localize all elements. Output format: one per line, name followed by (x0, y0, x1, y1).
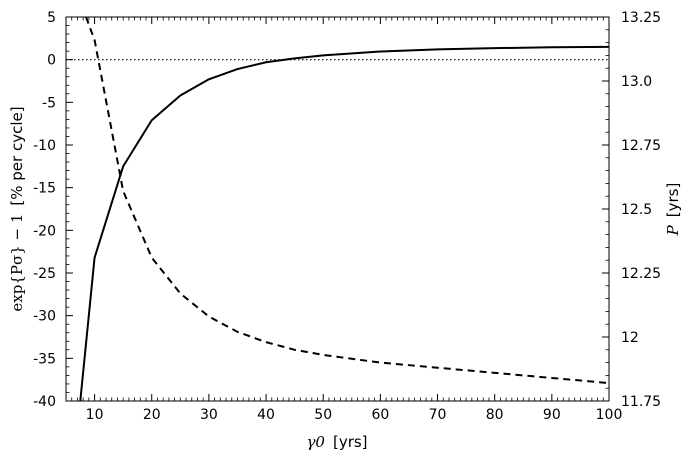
series-growth-solid-line (79, 45, 610, 402)
y-right-tick-label: 13.0 (621, 74, 652, 90)
y-left-tick-label: -35 (33, 351, 56, 367)
y-axis-right-label: P [yrs] (664, 183, 682, 237)
y-left-tick-label: -10 (33, 138, 56, 154)
plot-frame (65, 16, 610, 402)
y-left-tick-label: 5 (47, 10, 56, 26)
x-tick-label: 70 (429, 407, 447, 423)
x-axis-label: γ0 [yrs] (306, 433, 367, 451)
y-left-tick-label: -40 (33, 394, 56, 410)
x-tick-label: 50 (314, 407, 332, 423)
x-tick-label: 80 (486, 407, 504, 423)
y-left-tick-label: -5 (42, 95, 56, 111)
y-left-tick-label: -25 (33, 266, 56, 282)
x-tick-label: 10 (86, 407, 104, 423)
y-right-tick-label: 12.25 (621, 266, 661, 282)
y-left-tick-label: -15 (33, 181, 56, 197)
x-tick-label: 30 (200, 407, 218, 423)
y-left-tick-label: -20 (33, 223, 56, 239)
y-right-tick-label: 13.25 (621, 10, 661, 26)
x-tick-label: 60 (371, 407, 389, 423)
y-right-tick-label: 11.75 (621, 394, 661, 410)
y-axis-left-label: exp{Pσ} − 1 [% per cycle] (8, 106, 26, 311)
x-tick-label: 100 (596, 407, 623, 423)
x-tick-label: 20 (143, 407, 161, 423)
y-right-tick-label: 12.5 (621, 202, 652, 218)
y-right-tick-label: 12.75 (621, 138, 661, 154)
y-right-tick-label: 12 (621, 330, 639, 346)
x-tick-label: 40 (257, 407, 275, 423)
x-tick-label: 90 (543, 407, 561, 423)
y-left-tick-label: 0 (47, 53, 56, 69)
y-left-tick-label: -30 (33, 309, 56, 325)
series-period-dashed-line (85, 16, 610, 385)
